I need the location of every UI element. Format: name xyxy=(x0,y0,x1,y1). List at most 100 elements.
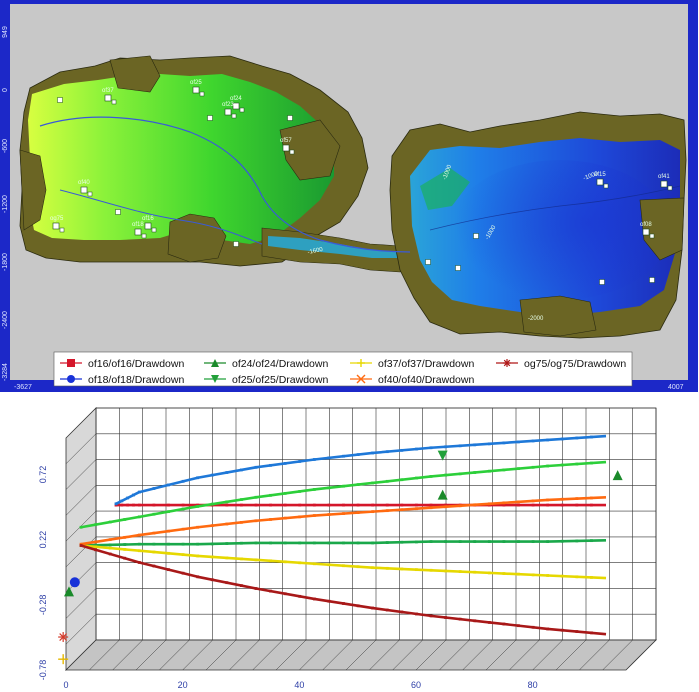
series-point xyxy=(283,491,287,495)
series-point xyxy=(385,509,389,513)
grid-line xyxy=(392,639,423,671)
series-point xyxy=(298,541,302,545)
series-point xyxy=(312,503,316,507)
series-point xyxy=(240,503,243,507)
map-y-axis: 949 0 -600 -1200 -1800 -2400 -3284 xyxy=(2,26,9,381)
series-point xyxy=(473,619,477,623)
grid-line xyxy=(65,459,97,490)
series-point xyxy=(225,556,229,560)
triangle-up-marker xyxy=(64,586,74,597)
series-point xyxy=(137,549,141,553)
series-point xyxy=(590,631,593,635)
well-label: of18 xyxy=(132,222,144,228)
series-point xyxy=(517,624,520,628)
svg-text:-1600: -1600 xyxy=(307,247,324,256)
series-point xyxy=(108,538,112,542)
well-label: of08 xyxy=(640,222,652,228)
series-point xyxy=(298,594,302,598)
series-point xyxy=(269,589,272,593)
series-point xyxy=(415,476,418,480)
legend-label: og75/og75/Drawdown xyxy=(524,358,626,370)
series-point xyxy=(560,497,564,501)
series-point xyxy=(502,468,506,472)
series-point xyxy=(356,565,360,569)
well-marker: of37 xyxy=(102,88,117,105)
chart-series xyxy=(79,434,607,636)
series-point xyxy=(240,520,243,524)
series-point xyxy=(283,462,287,465)
series-point xyxy=(517,540,520,544)
cross-marker xyxy=(356,374,366,384)
series-point xyxy=(590,496,593,500)
well-label: of57 xyxy=(280,138,292,144)
series-point xyxy=(473,570,477,574)
x-tick-label: 20 xyxy=(178,680,188,690)
grid-line xyxy=(345,639,377,671)
series-point xyxy=(371,510,375,514)
series-point xyxy=(473,540,477,544)
series-point xyxy=(283,516,287,520)
series-point xyxy=(590,461,593,465)
series-point xyxy=(269,518,272,521)
series-point xyxy=(400,448,404,452)
grid-line xyxy=(65,614,97,645)
series-point xyxy=(371,566,375,570)
series-point xyxy=(429,475,433,478)
map-y-tick: -1800 xyxy=(2,253,9,271)
series-point xyxy=(546,540,550,544)
legend-item: of37/of37/Drawdown xyxy=(350,358,474,370)
map-y-tick: 949 xyxy=(2,26,9,38)
series-point xyxy=(415,447,418,451)
x-tick-label: 40 xyxy=(294,680,304,690)
well-marker: of18 xyxy=(132,222,147,239)
series-point xyxy=(108,520,112,524)
series-point xyxy=(531,625,535,629)
legend-label: of25/of25/Drawdown xyxy=(232,374,328,386)
series-point xyxy=(167,483,170,487)
x-tick-label: 80 xyxy=(528,680,538,690)
legend-box xyxy=(53,351,633,387)
series-point xyxy=(429,446,433,450)
series-point xyxy=(225,522,229,526)
well-label: of24 xyxy=(230,96,242,102)
series-point xyxy=(560,628,564,632)
series-point xyxy=(400,567,404,571)
series-point xyxy=(531,439,535,443)
well-marker xyxy=(115,209,121,215)
grid-line xyxy=(112,639,143,671)
series-point xyxy=(254,495,258,499)
circle-marker xyxy=(67,375,75,383)
series-point xyxy=(298,503,302,507)
grid-line xyxy=(65,588,97,619)
series-point xyxy=(531,465,535,469)
series-point xyxy=(531,540,535,544)
series-point xyxy=(312,514,316,517)
series-point xyxy=(126,503,130,507)
series-point xyxy=(123,543,127,546)
series-point xyxy=(546,464,550,468)
series-point xyxy=(385,608,389,612)
grid-line xyxy=(182,639,213,671)
grid-line xyxy=(89,639,120,671)
series-point xyxy=(400,508,404,512)
series-point xyxy=(137,542,141,546)
grid-line xyxy=(579,639,610,671)
series-point xyxy=(371,503,375,507)
series-point xyxy=(108,546,112,550)
series-point xyxy=(560,437,564,441)
series-point xyxy=(517,500,520,504)
series-point xyxy=(546,627,550,631)
series-point xyxy=(575,503,579,507)
series-point xyxy=(312,562,316,566)
series-point xyxy=(342,484,345,488)
series-point xyxy=(546,498,550,502)
river xyxy=(39,116,411,253)
well-marker xyxy=(57,97,63,103)
grid-line xyxy=(65,562,97,593)
series-point xyxy=(108,552,112,556)
series-point xyxy=(196,476,200,480)
grid-line xyxy=(439,639,470,671)
triangle-up-marker xyxy=(437,489,448,500)
series-point xyxy=(126,496,130,500)
series-point xyxy=(444,569,447,573)
